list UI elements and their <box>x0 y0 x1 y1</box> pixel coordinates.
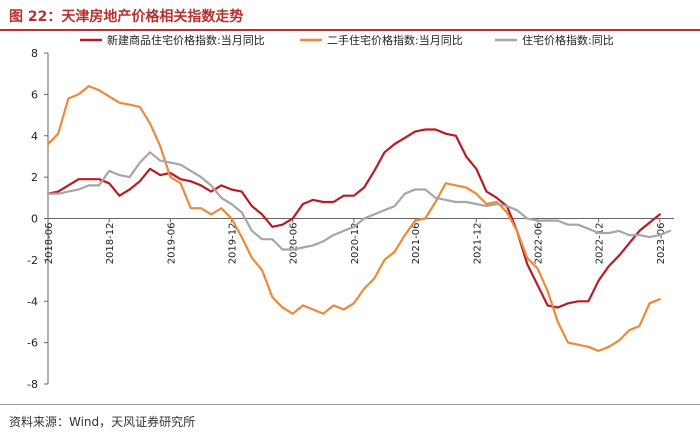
y-tick-label: 6 <box>31 88 38 101</box>
legend-label-1: 新建商品住宅价格指数:当月同比 <box>107 33 265 47</box>
line-chart: 新建商品住宅价格指数:当月同比 二手住宅价格指数:当月同比 住宅价格指数:同比 8 6… <box>27 33 674 391</box>
x-tick-label: 2019-12 <box>228 223 239 265</box>
x-tick-label: 2018-06 <box>44 223 55 265</box>
legend-label-2: 二手住宅价格指数:当月同比 <box>327 33 463 47</box>
x-tick-label: 2022-06 <box>533 223 544 265</box>
source-note: 资料来源：Wind，天风证券研究所 <box>9 415 196 429</box>
x-tick-label: 2020-06 <box>289 223 300 265</box>
x-tick-label: 2022-12 <box>595 223 606 265</box>
axes: 8 6 4 2 0 -2 -4 -6 -8 2018-06 2018-12 2019-06 2019-1… <box>27 47 674 391</box>
y-tick-label: 2 <box>31 171 38 184</box>
series-line-2 <box>46 85 661 352</box>
source-rule <box>0 404 700 405</box>
x-tick-label: 2018-12 <box>105 223 116 265</box>
y-tick-label: 8 <box>31 47 38 60</box>
x-tick-label: 2023-06 <box>656 223 667 265</box>
y-tick-label: -8 <box>27 378 38 391</box>
y-tick-label: 0 <box>31 213 38 226</box>
legend: 新建商品住宅价格指数:当月同比 二手住宅价格指数:当月同比 住宅价格指数:同比 <box>80 33 614 47</box>
y-tick-label: -6 <box>27 337 38 350</box>
plot-area <box>46 85 672 352</box>
x-tick-label: 2021-12 <box>472 223 483 265</box>
title-rule <box>0 29 700 31</box>
x-tick-label: 2020-12 <box>350 223 361 265</box>
x-tick-label: 2021-06 <box>411 223 422 265</box>
y-tick-label: -4 <box>27 295 38 308</box>
series-line-3 <box>46 151 672 251</box>
series-line-1 <box>46 128 661 309</box>
y-tick-label: -2 <box>27 254 38 267</box>
legend-label-3: 住宅价格指数:同比 <box>522 33 614 47</box>
chart-title: 图 22：天津房地产价格相关指数走势 <box>9 9 244 25</box>
y-tick-label: 4 <box>31 130 38 143</box>
x-tick-label: 2019-06 <box>166 223 177 265</box>
